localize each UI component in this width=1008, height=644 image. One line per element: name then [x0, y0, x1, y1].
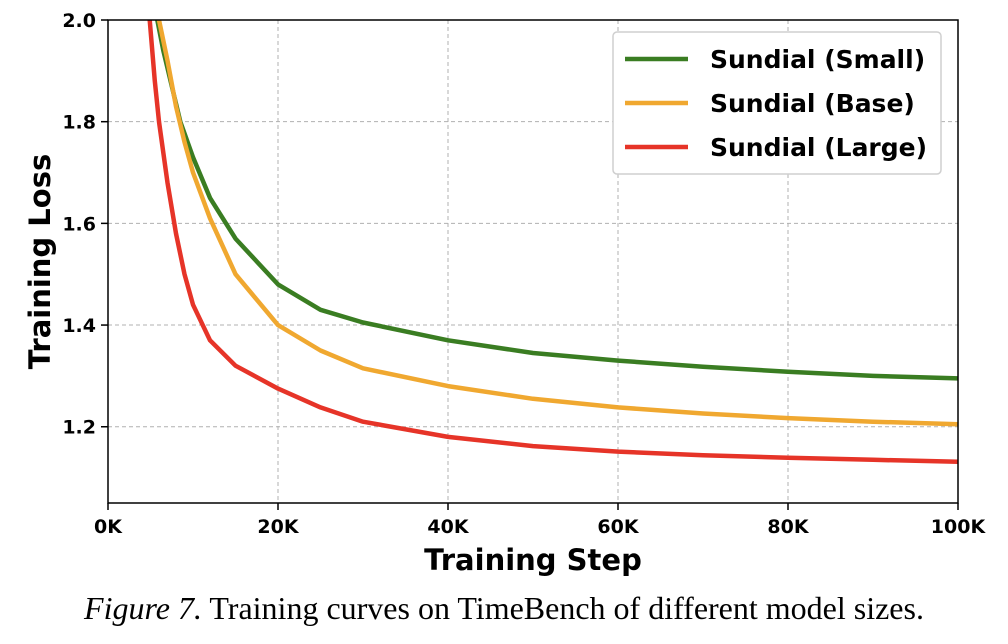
- series-line-3: [147, 19, 959, 465]
- axis-ticks: 0K 20K 40K 60K 80K 100K 1.2 1.4 1.6 1.8 2.0: [62, 10, 986, 538]
- x-tick-label: 60K: [597, 516, 639, 538]
- caption-label: Figure 7.: [84, 590, 202, 626]
- legend-label: Sundial (Small): [710, 45, 925, 74]
- legend: Sundial (Small) Sundial (Base) Sundial (La…: [612, 31, 942, 175]
- legend-label: Sundial (Base): [710, 89, 915, 118]
- y-axis-title: Training Loss: [23, 154, 57, 369]
- x-tick-label: 20K: [257, 516, 299, 538]
- line-chart: 0K 20K 40K 60K 80K 100K 1.2 1.4 1.6 1.8 2.0 Traini…: [23, 10, 986, 577]
- x-tick-label: 100K: [931, 516, 987, 538]
- series-lines: [147, 19, 959, 465]
- y-tick-label: 2.0: [62, 10, 96, 32]
- legend-label: Sundial (Large): [710, 133, 927, 162]
- y-tick-label: 1.6: [62, 213, 96, 235]
- y-tick-label: 1.4: [62, 315, 96, 337]
- y-tick-label: 1.2: [62, 417, 96, 439]
- x-tick-label: 80K: [767, 516, 809, 538]
- x-tick-label: 40K: [427, 516, 469, 538]
- legend-box: [612, 31, 942, 175]
- series-line-2: [156, 19, 959, 427]
- x-axis-title: Training Step: [424, 543, 642, 577]
- y-tick-label: 1.8: [62, 112, 96, 134]
- x-tick-label: 0K: [94, 516, 123, 538]
- plot-frame: [107, 19, 959, 504]
- caption-text: Training curves on TimeBench of differen…: [209, 590, 924, 626]
- figure-caption: Figure 7. Training curves on TimeBench o…: [0, 590, 1008, 627]
